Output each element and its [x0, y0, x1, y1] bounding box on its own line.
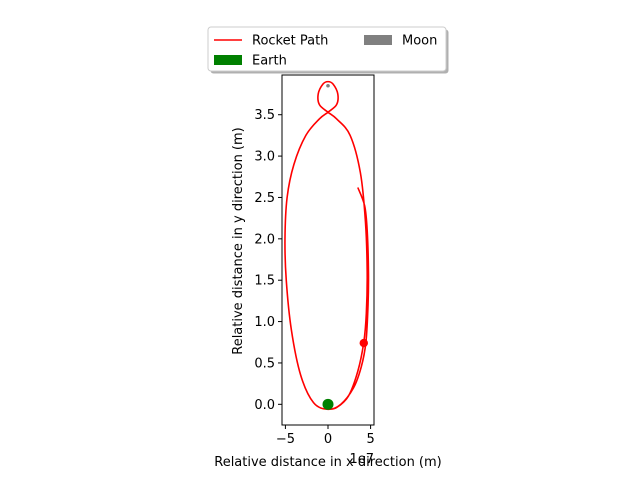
y-tick-label: 1.5	[254, 274, 275, 289]
y-tick-label: 3.5	[254, 108, 275, 123]
legend: Rocket Path Moon Earth	[208, 27, 449, 74]
y-tick-label: 0.0	[254, 398, 275, 413]
legend-label: Earth	[252, 54, 287, 69]
legend-patch-swatch	[214, 55, 242, 65]
x-tick-label: −5	[276, 432, 295, 447]
y-tick-label: 0.5	[254, 356, 275, 371]
earth-marker	[323, 399, 334, 410]
x-offset-text: 1e7	[349, 452, 374, 467]
y-axis-label: Relative distance in y direction (m)	[231, 127, 246, 355]
x-axis-label: Relative distance in x direction (m)	[214, 455, 442, 470]
y-tick-label: 2.5	[254, 191, 275, 206]
x-tick-label: 0	[324, 432, 332, 447]
y-tick-label: 2.0	[254, 232, 275, 247]
x-tick-label: 5	[366, 432, 374, 447]
y-tick-label: 3.0	[254, 150, 275, 165]
moon-marker	[326, 84, 330, 88]
legend-label: Rocket Path	[252, 34, 328, 49]
legend-label: Moon	[402, 34, 437, 49]
rocket-marker	[360, 339, 368, 347]
y-tick-label: 1.0	[254, 315, 275, 330]
legend-patch-swatch	[364, 35, 392, 45]
